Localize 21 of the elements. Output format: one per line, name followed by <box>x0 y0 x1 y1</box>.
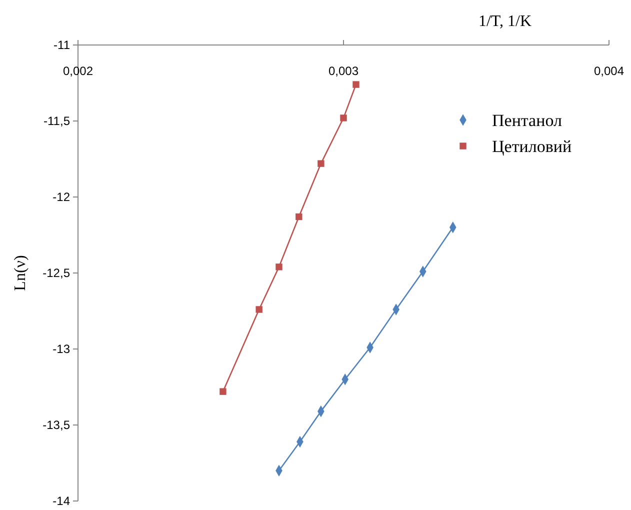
y-tick-label: -13,5 <box>42 418 70 432</box>
point <box>318 160 324 167</box>
legend-label: Цетиловий <box>492 136 572 156</box>
y-tick-label: -14 <box>52 494 70 508</box>
point <box>220 388 226 395</box>
x-tick-label: 0,002 <box>62 64 94 78</box>
legend-label: Пентанол <box>492 110 562 130</box>
y-tick-label: -12 <box>52 190 70 204</box>
y-axis-title: Ln(ν) <box>12 255 29 291</box>
point <box>296 213 302 220</box>
x-tick-label: 0,003 <box>328 64 359 78</box>
point <box>340 114 347 122</box>
x-axis-title: 1/T, 1/K <box>478 13 532 30</box>
y-tick-label: -11 <box>54 38 70 52</box>
point <box>352 81 360 88</box>
point <box>256 306 262 313</box>
x-tick-label: 0,004 <box>594 64 624 78</box>
y-tick-label: -12,5 <box>42 266 70 280</box>
y-tick-label: -13 <box>52 342 70 356</box>
point <box>276 264 282 270</box>
y-tick-label: -11,5 <box>44 114 70 128</box>
